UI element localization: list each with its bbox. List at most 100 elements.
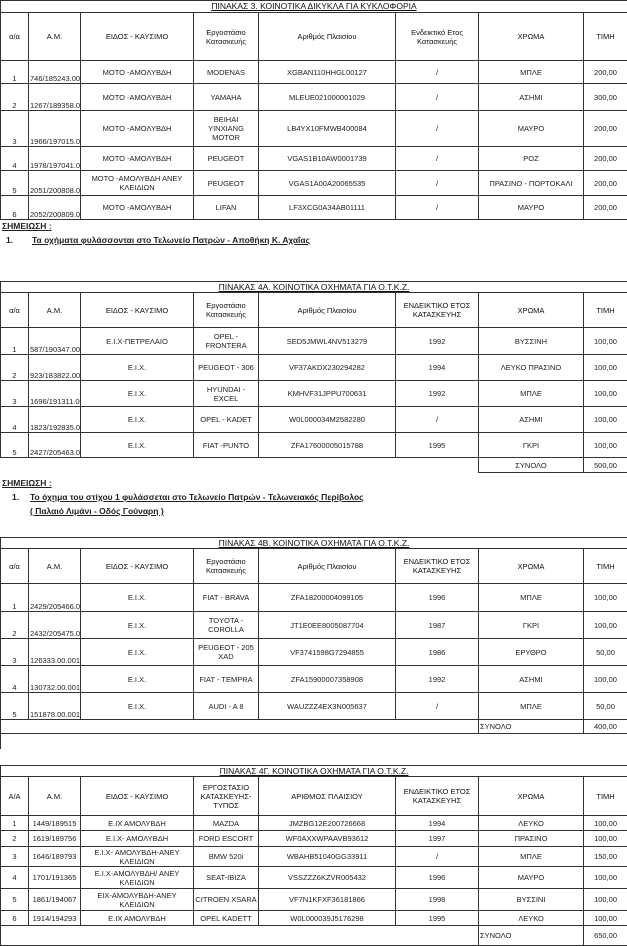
cell-price: 300,00 (584, 84, 627, 111)
cell-year: / (396, 171, 479, 196)
header-year: Ενδεικτικό Ετος Κατασκευής (396, 13, 479, 61)
header-price: ΤΙΜΗ (584, 293, 627, 328)
cell-index: 2 (1, 355, 29, 381)
cell-index: 3 (1, 111, 29, 147)
cell-chassis-number: VF37AKDX230294282 (259, 355, 396, 381)
cell-index: 5 (1, 433, 29, 458)
cell-am: 126333.00.001 (29, 639, 81, 666)
cell-am: 2052/200809.00.001 (29, 196, 81, 220)
cell-manufacturer: PEUGEOT - 306 (194, 355, 259, 381)
header-manufacturer: Εργοστάσιο Κατασκευής (194, 13, 259, 61)
header-chassis-number: Αριθμός Πλαισίου (259, 293, 396, 328)
cell-price: 200,00 (584, 147, 627, 171)
cell-chassis-number: VF7N1KFXF36181866 (259, 889, 396, 911)
header-index: α/α (1, 13, 29, 61)
cell-chassis-number: VGAS1A00A20065535 (259, 171, 396, 196)
cell-manufacturer: FORD ESCORT (194, 831, 259, 847)
header-index: α/α (1, 549, 29, 584)
cell-type-fuel: Ε.Ι.Χ. (81, 639, 194, 666)
cell-manufacturer: OPEL KADETT (194, 911, 259, 926)
note-heading: ΣΗΜΕΙΩΣΗ : (2, 478, 52, 488)
cell-chassis-number: JMZBG12E200726668 (259, 816, 396, 831)
cell-manufacturer: HYUNDAI - EXCEL (194, 381, 259, 407)
cell-color: ΓΚΡΙ (479, 433, 584, 458)
cell-chassis-number: LF3XCG0A34AB01111 (259, 196, 396, 220)
cell-manufacturer: PEUGEOT - 205 XAD (194, 639, 259, 666)
cell-manufacturer: BEIHAI YINXIANG MOTOR (194, 111, 259, 147)
cell-manufacturer: SEAT-IBIZA (194, 867, 259, 889)
cell-am: 1978/197041.00.001 (29, 147, 81, 171)
cell-type-fuel: Ε.Ι.Χ. (81, 693, 194, 720)
cell-price: 100,00 (584, 328, 627, 355)
cell-am: 1696/191311.00.001 (29, 381, 81, 407)
cell-am: 151878.00.001 (29, 693, 81, 720)
header-color: ΧΡΩΜΑ (479, 777, 584, 816)
cell-type-fuel: ΕΙΧ-ΑΜΟΛΥΒΔΗ-ΑΝΕΥ ΚΛΕΙΔΙΩΝ (81, 889, 194, 911)
cell-color: ΜΠΛΕ (479, 584, 584, 612)
table-title: ΠΙΝΑΚΑΣ 4Γ. ΚΟΙΝΟΤΙΚΑ ΟΧΗΜΑΤΑ ΓΙΑ Ο.Τ.Κ.… (1, 766, 627, 777)
table-title-row: ΠΙΝΑΚΑΣ 4Α. ΚΟΙΝΟΤΙΚΑ ΟΧΗΜΑΤΑ ΓΙΑ Ο.Τ.Κ.… (1, 282, 627, 293)
cell-chassis-number: VSSZZZ6KZVR005432 (259, 867, 396, 889)
table-block-1: ΠΙΝΑΚΑΣ 4Α. ΚΟΙΝΟΤΙΚΑ ΟΧΗΜΑΤΑ ΓΙΑ Ο.Τ.Κ.… (0, 281, 627, 473)
vehicle-table: ΠΙΝΑΚΑΣ 4Γ. ΚΟΙΝΟΤΙΚΑ ΟΧΗΜΑΤΑ ΓΙΑ Ο.Τ.Κ.… (0, 765, 627, 946)
cell-index: 2 (1, 612, 29, 639)
cell-index: 1 (1, 584, 29, 612)
cell-price: 200,00 (584, 196, 627, 220)
cell-index: 4 (1, 867, 29, 889)
header-color: ΧΡΩΜΑ (479, 293, 584, 328)
cell-chassis-number: WF0AXXWPAAVB93612 (259, 831, 396, 847)
header-manufacturer: Εργοστάσιο Κατασκευής (194, 293, 259, 328)
cell-type-fuel: Ε.Ι.Χ. (81, 407, 194, 433)
cell-price: 100,00 (584, 433, 627, 458)
cell-chassis-number: WBAHB51040GG33911 (259, 847, 396, 867)
table-block-2: ΠΙΝΑΚΑΣ 4Β. ΚΟΙΝΟΤΙΚΑ ΟΧΗΜΑΤΑ ΓΙΑ Ο.Τ.Κ.… (0, 537, 627, 749)
cell-am: 130732.00.001 (29, 666, 81, 693)
cell-year: / (396, 196, 479, 220)
cell-chassis-number: WAUZZZ4EX3N005637 (259, 693, 396, 720)
cell-index: 1 (1, 328, 29, 355)
table-title: ΠΙΝΑΚΑΣ 4Β. ΚΟΙΝΟΤΙΚΑ ΟΧΗΜΑΤΑ ΓΙΑ Ο.Τ.Κ.… (1, 538, 627, 549)
cell-manufacturer: OPEL -FRONTERA (194, 328, 259, 355)
table-block-3: ΠΙΝΑΚΑΣ 4Γ. ΚΟΙΝΟΤΙΚΑ ΟΧΗΜΑΤΑ ΓΙΑ Ο.Τ.Κ.… (0, 765, 627, 946)
cell-type-fuel: Ε.ΙΧ ΑΜΟΛΥΒΔΗ (81, 911, 194, 926)
total-label: ΣΥΝΟΛΟ (479, 926, 584, 946)
cell-manufacturer: PEUGEOT (194, 147, 259, 171)
header-year: ΕΝΔΕΙΚΤΙΚΟ ΕΤΟΣ ΚΑΤΑΣΚΕΥΗΣ (396, 293, 479, 328)
cell-price: 100,00 (584, 816, 627, 831)
cell-am: 587/190347.00.001 (29, 328, 81, 355)
header-type-fuel: ΕΙΔΟΣ - ΚΑΥΣΙΜΟ (81, 549, 194, 584)
cell-type-fuel: Ε.Ι.Χ. (81, 433, 194, 458)
cell-index: 3 (1, 381, 29, 407)
cell-chassis-number: LB4YX10FMWB400084 (259, 111, 396, 147)
note-number: 1. (6, 235, 13, 245)
cell-index: 4 (1, 147, 29, 171)
note-number: 1. (12, 492, 19, 502)
cell-year: 1997 (396, 831, 479, 847)
cell-color: ΑΣΗΜΙ (479, 84, 584, 111)
cell-color: ΜΠΛΕ (479, 61, 584, 84)
cell-manufacturer: AUDI - A 8 (194, 693, 259, 720)
cell-manufacturer: LIFAN (194, 196, 259, 220)
cell-chassis-number: W0L000034M2582280 (259, 407, 396, 433)
cell-index: 5 (1, 693, 29, 720)
cell-manufacturer: FIAT - BRAVA (194, 584, 259, 612)
cell-am: 1267/189358.00.001 (29, 84, 81, 111)
total-label: ΣΥΝΟΛΟ (479, 720, 584, 734)
header-index: Α/Α (1, 777, 29, 816)
cell-color: ΑΣΗΜΙ (479, 407, 584, 433)
cell-am: 1966/197015.00.001 (29, 111, 81, 147)
cell-price: 200,00 (584, 111, 627, 147)
cell-price: 100,00 (584, 867, 627, 889)
header-am: Α.Μ. (29, 549, 81, 584)
cell-year: 1995 (396, 911, 479, 926)
